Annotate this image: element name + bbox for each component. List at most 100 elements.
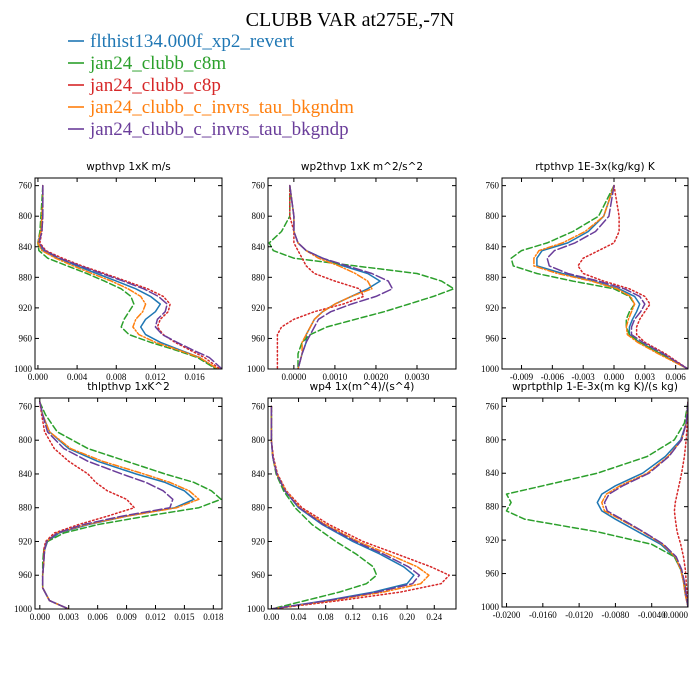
series-line (510, 184, 688, 369)
series-line (603, 401, 688, 607)
y-tick-label: 800 (19, 435, 33, 445)
y-tick-label: 880 (252, 503, 266, 513)
panel: rtpthvp 1E-3x(kg/kg) K 760 800 840 880 920 960… (481, 161, 689, 382)
legend-label: jan24_clubb_c_invrs_tau_bkgndm (89, 97, 354, 118)
x-tick-label: 0.24 (426, 612, 442, 622)
series-line (596, 401, 688, 607)
x-tick-label: 0.015 (174, 612, 195, 622)
y-tick-label: 760 (19, 401, 33, 411)
y-tick-label: 960 (252, 570, 266, 580)
series-line (505, 401, 688, 607)
y-tick-label: 920 (252, 536, 266, 546)
x-tick-label: 0.0000 (663, 610, 688, 620)
legend-label: flthist134.000f_xp2_revert (90, 31, 295, 52)
y-tick-label: 840 (486, 242, 500, 252)
legend-label: jan24_clubb_c_invrs_tau_bkgndp (89, 119, 349, 140)
x-tick-label: 0.16 (372, 612, 388, 622)
series-group (270, 405, 450, 609)
plot-frame (501, 397, 689, 608)
x-tick-label: -0.0080 (602, 610, 630, 620)
y-tick-label: 800 (486, 211, 500, 221)
series-line (673, 401, 688, 607)
x-tick-label: -0.0200 (493, 610, 521, 620)
series-line (270, 405, 378, 609)
panel-title: wprtpthlp 1-E-3x(m kg K)/(s kg) (512, 381, 678, 393)
legend: flthist134.000f_xp2_revertjan24_clubb_c8… (68, 31, 354, 140)
plot-frame (267, 177, 457, 370)
x-tick-label: 0.04 (291, 612, 307, 622)
x-tick-label: 0.008 (106, 372, 127, 382)
series-group (268, 184, 455, 369)
x-tick-label: 0.009 (116, 612, 137, 622)
x-tick-label: 0.012 (145, 612, 165, 622)
y-tick-label: 840 (19, 469, 33, 479)
series-line (39, 184, 221, 369)
series-line (270, 405, 430, 609)
panel: wpthvp 1xK m/s76080084088092096010000.00… (14, 161, 223, 382)
panel-title: wp2thvp 1xK m^2/s^2 (301, 161, 423, 173)
series-line (533, 184, 688, 369)
y-tick-label: 880 (486, 272, 500, 282)
y-tick-label: 880 (19, 503, 33, 513)
y-tick-label: 760 (486, 401, 500, 411)
y-tick-label: 880 (486, 502, 500, 512)
legend-entry: jan24_clubb_c_invrs_tau_bkgndp (68, 119, 349, 140)
series-line (546, 184, 688, 369)
series-line (39, 401, 200, 609)
y-tick-label: 840 (19, 242, 33, 252)
y-tick-label: 920 (19, 536, 33, 546)
series-line (37, 184, 217, 369)
x-tick-label: 0.000 (30, 612, 51, 622)
y-tick-label: 920 (252, 303, 266, 313)
panels: wpthvp 1xK m/s76080084088092096010000.00… (14, 161, 689, 622)
panel-title: wp4 1x(m^4)/(s^4) (310, 381, 415, 393)
x-tick-label: 0.00 (264, 612, 280, 622)
plot-frame (34, 397, 223, 610)
x-tick-label: 0.000 (604, 372, 625, 382)
legend-label: jan24_clubb_c8m (89, 53, 226, 74)
x-tick-label: 0.006 (666, 372, 687, 382)
legend-entry: jan24_clubb_c8p (68, 75, 221, 96)
series-line (37, 184, 218, 369)
x-tick-label: 0.0020 (364, 372, 389, 382)
y-tick-label: 800 (19, 211, 33, 221)
panel: wp2thvp 1xK m^2/s^2 760 800 840 880 920 960 100… (247, 161, 457, 382)
series-group (510, 184, 688, 369)
y-tick-label: 800 (252, 211, 266, 221)
series-group (505, 401, 688, 607)
legend-entry: flthist134.000f_xp2_revert (68, 31, 295, 52)
y-tick-label: 1000 (481, 364, 500, 374)
series-line (39, 401, 222, 609)
panel-title: thlpthvp 1xK^2 (87, 381, 170, 393)
x-tick-label: 0.012 (145, 372, 165, 382)
series-line (289, 184, 394, 369)
x-tick-label: 0.0030 (405, 372, 430, 382)
y-tick-label: 960 (486, 333, 500, 343)
series-line (270, 405, 421, 609)
x-tick-label: -0.0120 (565, 610, 593, 620)
y-tick-label: 800 (252, 435, 266, 445)
legend-entry: jan24_clubb_c8m (68, 53, 226, 74)
series-line (39, 401, 174, 609)
x-tick-label: 0.003 (59, 612, 80, 622)
series-group (39, 401, 222, 609)
legend-label: jan24_clubb_c8p (89, 75, 221, 96)
y-tick-label: 1000 (14, 364, 33, 374)
x-tick-label: 0.12 (345, 612, 361, 622)
series-line (270, 405, 450, 609)
y-tick-label: 1000 (14, 604, 33, 614)
plot-frame (501, 177, 689, 370)
x-tick-label: 0.006 (88, 612, 109, 622)
y-tick-label: 960 (19, 333, 33, 343)
x-tick-label: 0.20 (399, 612, 415, 622)
panel-title: wpthvp 1xK m/s (86, 161, 171, 173)
series-line (289, 184, 373, 369)
y-tick-label: 1000 (481, 602, 500, 612)
plot-frame (34, 177, 223, 370)
y-tick-label: 920 (19, 303, 33, 313)
y-tick-label: 760 (19, 181, 33, 191)
series-line (270, 405, 415, 609)
y-tick-label: 760 (252, 181, 266, 191)
x-tick-label: 0.08 (318, 612, 334, 622)
